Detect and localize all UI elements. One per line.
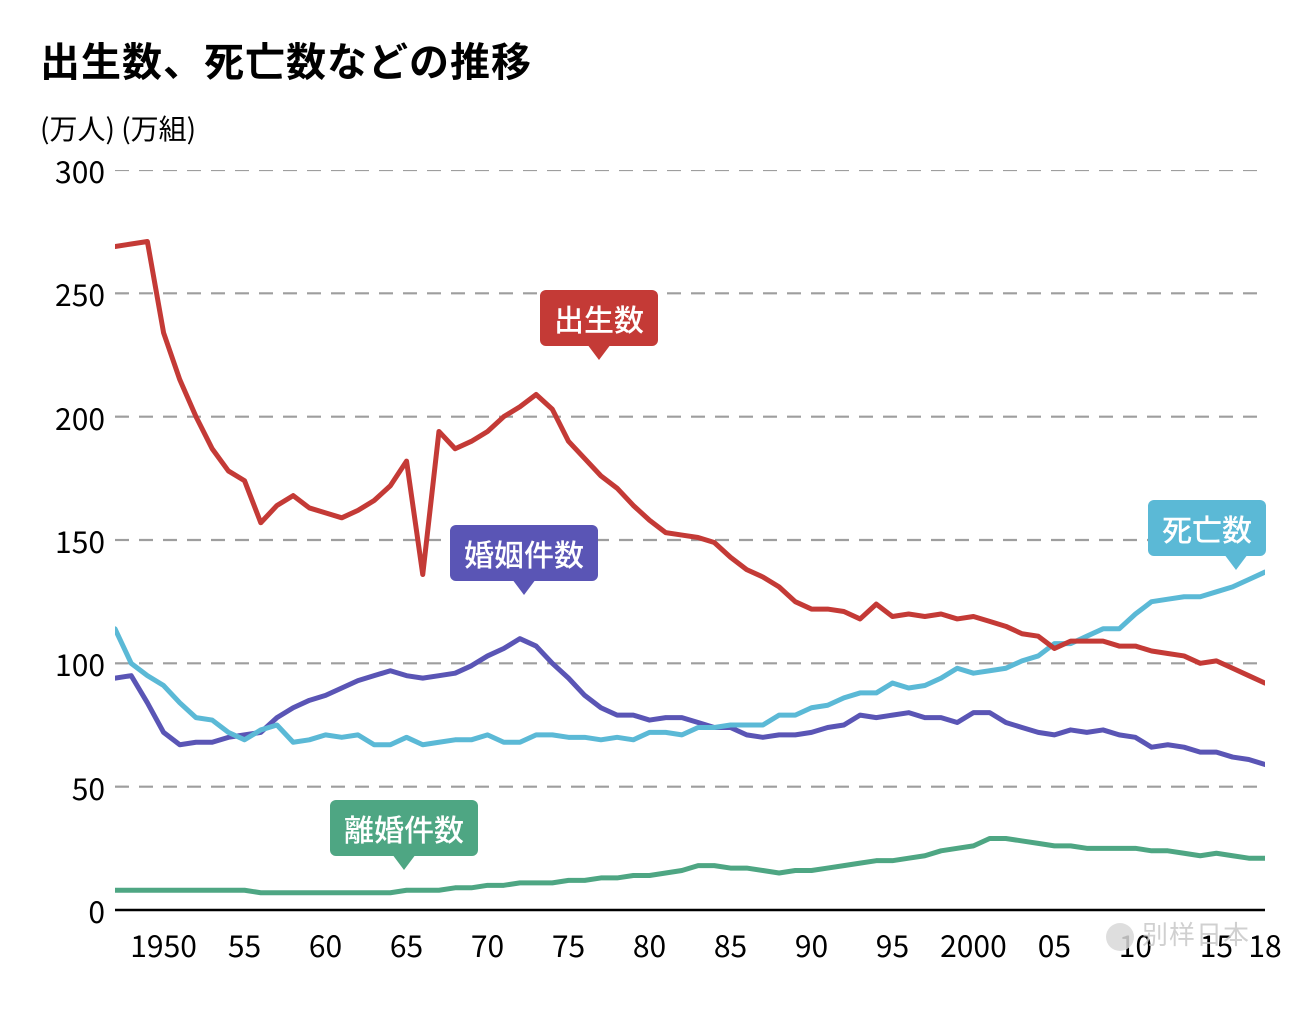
- chart-page: 出生数、死亡数などの推移 (万人) (万組) 05010015020025030…: [0, 0, 1300, 1012]
- series-label-births: 出生数: [540, 290, 658, 346]
- watermark: 别样日本: [1106, 915, 1250, 952]
- x-tick-label: 65: [390, 922, 423, 966]
- label-arrow-icon: [1224, 554, 1248, 570]
- series-label-marriages: 婚姻件数: [450, 525, 598, 581]
- y-axis-unit: (万人) (万組): [40, 108, 196, 148]
- y-tick-label: 200: [35, 395, 105, 439]
- x-tick-label: 90: [795, 922, 828, 966]
- chart-title: 出生数、死亡数などの推移: [40, 30, 532, 88]
- x-tick-label: 2000: [940, 922, 1007, 966]
- x-tick-label: 80: [633, 922, 666, 966]
- label-arrow-icon: [512, 579, 536, 595]
- x-tick-label: 95: [876, 922, 909, 966]
- label-arrow-icon: [392, 854, 416, 870]
- chart-plot: [115, 170, 1265, 912]
- y-tick-label: 150: [35, 518, 105, 562]
- x-tick-label: 60: [309, 922, 342, 966]
- watermark-text: 别样日本: [1142, 915, 1250, 952]
- x-tick-label: 05: [1038, 922, 1071, 966]
- series-label-deaths: 死亡数: [1148, 500, 1266, 556]
- watermark-icon: [1106, 923, 1134, 951]
- y-tick-label: 100: [35, 641, 105, 685]
- x-tick-label: 75: [552, 922, 585, 966]
- series-label-divorces: 離婚件数: [330, 800, 478, 856]
- x-tick-label: 18: [1248, 922, 1281, 966]
- x-tick-label: 1950: [130, 922, 197, 966]
- x-tick-label: 85: [714, 922, 747, 966]
- label-arrow-icon: [587, 344, 611, 360]
- y-tick-label: 0: [35, 888, 105, 932]
- x-tick-label: 55: [228, 922, 261, 966]
- y-tick-label: 300: [35, 148, 105, 192]
- y-tick-label: 50: [35, 765, 105, 809]
- y-tick-label: 250: [35, 271, 105, 315]
- x-tick-label: 70: [471, 922, 504, 966]
